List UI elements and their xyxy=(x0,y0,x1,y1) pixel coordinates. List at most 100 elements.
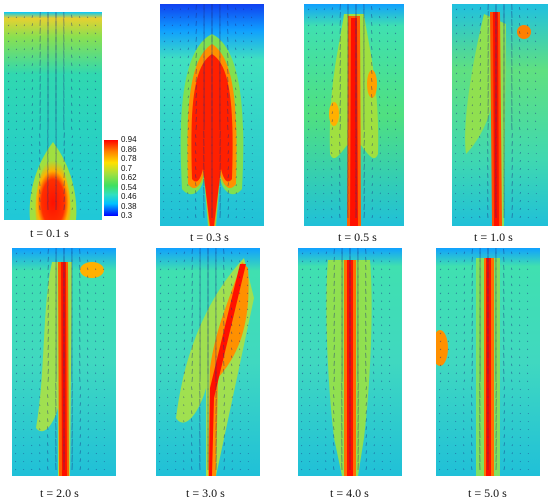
velocity-vector-arrow xyxy=(235,23,237,27)
velocity-vector-arrow xyxy=(373,371,375,375)
velocity-vector-arrow xyxy=(15,120,18,123)
velocity-vector-arrow xyxy=(534,16,537,19)
velocity-vector-arrow xyxy=(455,64,458,67)
velocity-vector-arrow xyxy=(7,24,10,27)
velocity-vector-arrow xyxy=(455,268,457,271)
velocity-vector-arrow xyxy=(251,217,253,219)
velocity-vector-arrow xyxy=(239,284,241,287)
velocity-vector-arrow xyxy=(31,55,33,59)
velocity-vector-arrow xyxy=(239,420,241,423)
velocity-vector-arrow xyxy=(175,268,177,271)
velocity-vector-arrow xyxy=(323,40,325,43)
velocity-vector-arrow xyxy=(323,120,325,123)
velocity-vector-arrow xyxy=(463,307,465,311)
velocity-vector-arrow xyxy=(323,8,325,11)
velocity-vector-arrow xyxy=(439,380,442,383)
velocity-vector-arrow xyxy=(239,436,241,439)
velocity-vector-arrow xyxy=(463,104,466,107)
velocity-vector-arrow xyxy=(95,276,97,279)
velocity-vector-arrow xyxy=(511,355,513,359)
velocity-vector-arrow xyxy=(527,64,529,67)
velocity-vector-arrow xyxy=(79,160,81,163)
velocity-vector-arrow xyxy=(315,169,317,171)
velocity-vector-arrow xyxy=(235,87,237,91)
velocity-vector-arrow xyxy=(94,120,97,123)
velocity-vector-arrow xyxy=(527,445,529,447)
velocity-vector-arrow xyxy=(231,307,233,311)
velocity-vector-arrow xyxy=(246,260,249,263)
velocity-vector-arrow xyxy=(243,152,245,155)
velocity-vector-arrow xyxy=(526,380,529,383)
velocity-vector-arrow xyxy=(87,161,89,163)
velocity-vector-arrow xyxy=(379,80,381,83)
velocity-vector-arrow xyxy=(183,251,185,255)
velocity-vector-arrow xyxy=(527,208,529,211)
velocity-vector-arrow xyxy=(315,16,318,19)
velocity-vector-arrow xyxy=(79,24,81,27)
velocity-vector-arrow xyxy=(527,80,529,83)
velocity-vector-arrow xyxy=(79,88,81,91)
contour-plot xyxy=(304,4,404,226)
velocity-vector-arrow xyxy=(163,48,166,51)
velocity-vector-arrow xyxy=(447,429,449,431)
velocity-vector-arrow xyxy=(87,169,89,171)
velocity-vector-arrow xyxy=(167,397,169,399)
velocity-vector-arrow xyxy=(31,364,33,367)
velocity-vector-arrow xyxy=(15,445,17,447)
velocity-vector-arrow xyxy=(95,185,97,187)
velocity-vector-arrow xyxy=(519,127,521,131)
velocity-vector-arrow xyxy=(447,260,450,263)
velocity-vector-arrow xyxy=(455,145,457,147)
velocity-vector-arrow xyxy=(309,453,311,455)
velocity-vector-arrow xyxy=(379,208,381,211)
velocity-vector-arrow xyxy=(247,461,249,463)
velocity-vector-arrow xyxy=(31,79,33,83)
velocity-vector-arrow xyxy=(307,64,310,67)
velocity-vector-arrow xyxy=(171,137,173,139)
velocity-vector-arrow xyxy=(103,405,105,407)
velocity-vector-arrow xyxy=(394,88,397,91)
velocity-vector-arrow xyxy=(381,348,383,351)
velocity-vector-arrow xyxy=(315,88,318,91)
velocity-vector-arrow xyxy=(243,120,245,123)
velocity-vector-arrow xyxy=(373,299,375,303)
velocity-vector-arrow xyxy=(95,452,97,455)
velocity-vector-arrow xyxy=(439,348,442,351)
velocity-vector-arrow xyxy=(394,128,397,131)
velocity-vector-arrow xyxy=(527,40,529,43)
velocity-vector-arrow xyxy=(455,252,457,255)
velocity-vector-arrow xyxy=(386,72,389,75)
velocity-vector-arrow xyxy=(439,461,441,463)
velocity-vector-arrow xyxy=(511,347,513,351)
velocity-vector-arrow xyxy=(307,24,310,27)
panel-t30 xyxy=(156,248,260,476)
velocity-vector-arrow xyxy=(86,72,89,75)
velocity-vector-arrow xyxy=(463,371,465,375)
velocity-vector-arrow xyxy=(301,397,303,399)
velocity-vector-arrow xyxy=(31,71,33,75)
velocity-vector-arrow xyxy=(239,372,241,375)
velocity-vector-arrow xyxy=(239,452,241,455)
velocity-vector-arrow xyxy=(103,437,105,439)
velocity-vector-arrow xyxy=(379,16,381,19)
velocity-vector-arrow xyxy=(479,63,481,67)
velocity-vector-arrow xyxy=(519,332,521,335)
velocity-vector-arrow xyxy=(479,31,481,35)
velocity-vector-arrow xyxy=(519,79,521,83)
velocity-vector-arrow xyxy=(102,316,105,319)
velocity-vector-arrow xyxy=(167,300,170,303)
velocity-vector-arrow xyxy=(455,161,457,163)
velocity-vector-arrow xyxy=(251,209,253,211)
velocity-vector-arrow xyxy=(23,308,26,311)
velocity-vector-arrow xyxy=(7,64,10,67)
velocity-vector-arrow xyxy=(315,112,318,115)
velocity-vector-arrow xyxy=(379,40,381,43)
velocity-vector-arrow xyxy=(15,177,17,179)
velocity-vector-arrow xyxy=(15,24,18,27)
velocity-vector-arrow xyxy=(175,444,177,447)
velocity-vector-arrow xyxy=(15,56,18,59)
velocity-vector-arrow xyxy=(175,420,177,423)
velocity-vector-arrow xyxy=(519,308,521,311)
velocity-vector-arrow xyxy=(526,292,529,295)
